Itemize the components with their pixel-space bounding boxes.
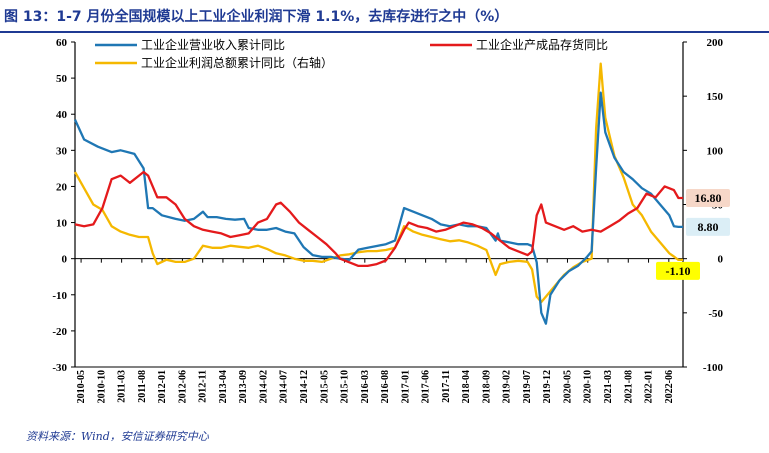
y-left-tick-label: -20 [52, 326, 67, 338]
x-tick-label: 2016-03 [360, 370, 371, 403]
value-badge-label: -1.10 [666, 264, 691, 278]
x-tick-label: 2010-05 [76, 370, 87, 403]
legend-item-profit: 工业企业利润总额累计同比（右轴） [141, 55, 333, 70]
x-tick-label: 2012-01 [157, 370, 168, 403]
revenue-line [73, 91, 683, 325]
x-tick-label: 2013-09 [238, 370, 249, 403]
x-tick-label: 2022-01 [644, 370, 655, 403]
profit-line [73, 62, 683, 304]
source-note: 资料来源：Wind，安信证券研究中心 [26, 430, 209, 443]
x-tick-label: 2011-08 [137, 370, 148, 403]
y-right-tick-label: 200 [707, 37, 724, 49]
chart-title: 图 13：1-7 月份全国规模以上工业企业利润下滑 1.1%，去库存进行之中（%… [4, 9, 509, 25]
y-left-tick-label: 0 [62, 254, 68, 266]
value-badge-label: 8.80 [698, 220, 719, 234]
y-left-tick-label: 20 [56, 181, 68, 193]
y-right-tick-label: -50 [708, 308, 723, 320]
x-tick-label: 2015-05 [319, 370, 330, 403]
value-badge [686, 217, 730, 236]
value-badges: 16.80 8.80 -1.10 [656, 189, 730, 280]
y-right-tick-label: 0 [718, 254, 724, 266]
y-left-tick-label: -10 [52, 290, 67, 302]
x-tick-label: 2017-01 [400, 370, 411, 403]
x-tick-label: 2022-06 [664, 370, 675, 403]
x-tick-label: 2021-03 [603, 370, 614, 403]
x-tick-label: 2012-06 [177, 370, 188, 403]
x-tick-label: 2013-04 [218, 370, 229, 403]
y-left-tick-label: 10 [56, 218, 68, 230]
x-tick-label: 2010-10 [96, 370, 107, 403]
x-tick-label: 2018-04 [461, 370, 472, 403]
legend-item-inventory: 工业企业产成品存货同比 [476, 37, 608, 52]
legend-item-revenue: 工业企业营业收入累计同比 [141, 37, 285, 52]
x-tick-label: 2019-02 [502, 370, 513, 403]
y-right-tick-label: -100 [703, 362, 724, 374]
value-badge [686, 189, 730, 207]
x-tick-label: 2012-11 [198, 370, 209, 403]
axes: 6050403020100-10-20-30200150100500-50-10… [52, 37, 723, 403]
x-tick-label: 2016-08 [380, 370, 391, 403]
x-tick-label: 2017-11 [441, 370, 452, 403]
x-tick-label: 2020-10 [583, 370, 594, 403]
y-left-tick-label: 50 [56, 73, 68, 85]
x-tick-label: 2011-03 [117, 370, 128, 403]
value-badge [656, 261, 700, 280]
x-tick-label: 2014-12 [299, 370, 310, 403]
series-layer [73, 62, 683, 325]
y-left-tick-label: -30 [52, 362, 67, 374]
y-right-tick-label: 150 [707, 91, 724, 103]
x-tick-label: 2019-12 [542, 370, 553, 403]
x-tick-label: 2021-08 [623, 370, 634, 403]
y-right-tick-label: 100 [707, 145, 724, 157]
title-divider [0, 31, 769, 33]
x-tick-label: 2014-07 [279, 370, 290, 403]
value-badge-label: 16.80 [695, 191, 722, 205]
x-tick-label: 2017-06 [421, 370, 432, 403]
x-tick-label: 2019-07 [522, 370, 533, 403]
inventory-line [74, 170, 683, 268]
x-tick-label: 2018-09 [481, 370, 492, 403]
y-left-tick-label: 40 [56, 109, 68, 121]
x-tick-label: 2014-02 [258, 370, 269, 403]
x-tick-label: 2020-05 [562, 370, 573, 403]
y-left-tick-label: 60 [56, 37, 68, 49]
y-left-tick-label: 30 [56, 145, 68, 157]
x-tick-label: 2015-10 [340, 370, 351, 403]
